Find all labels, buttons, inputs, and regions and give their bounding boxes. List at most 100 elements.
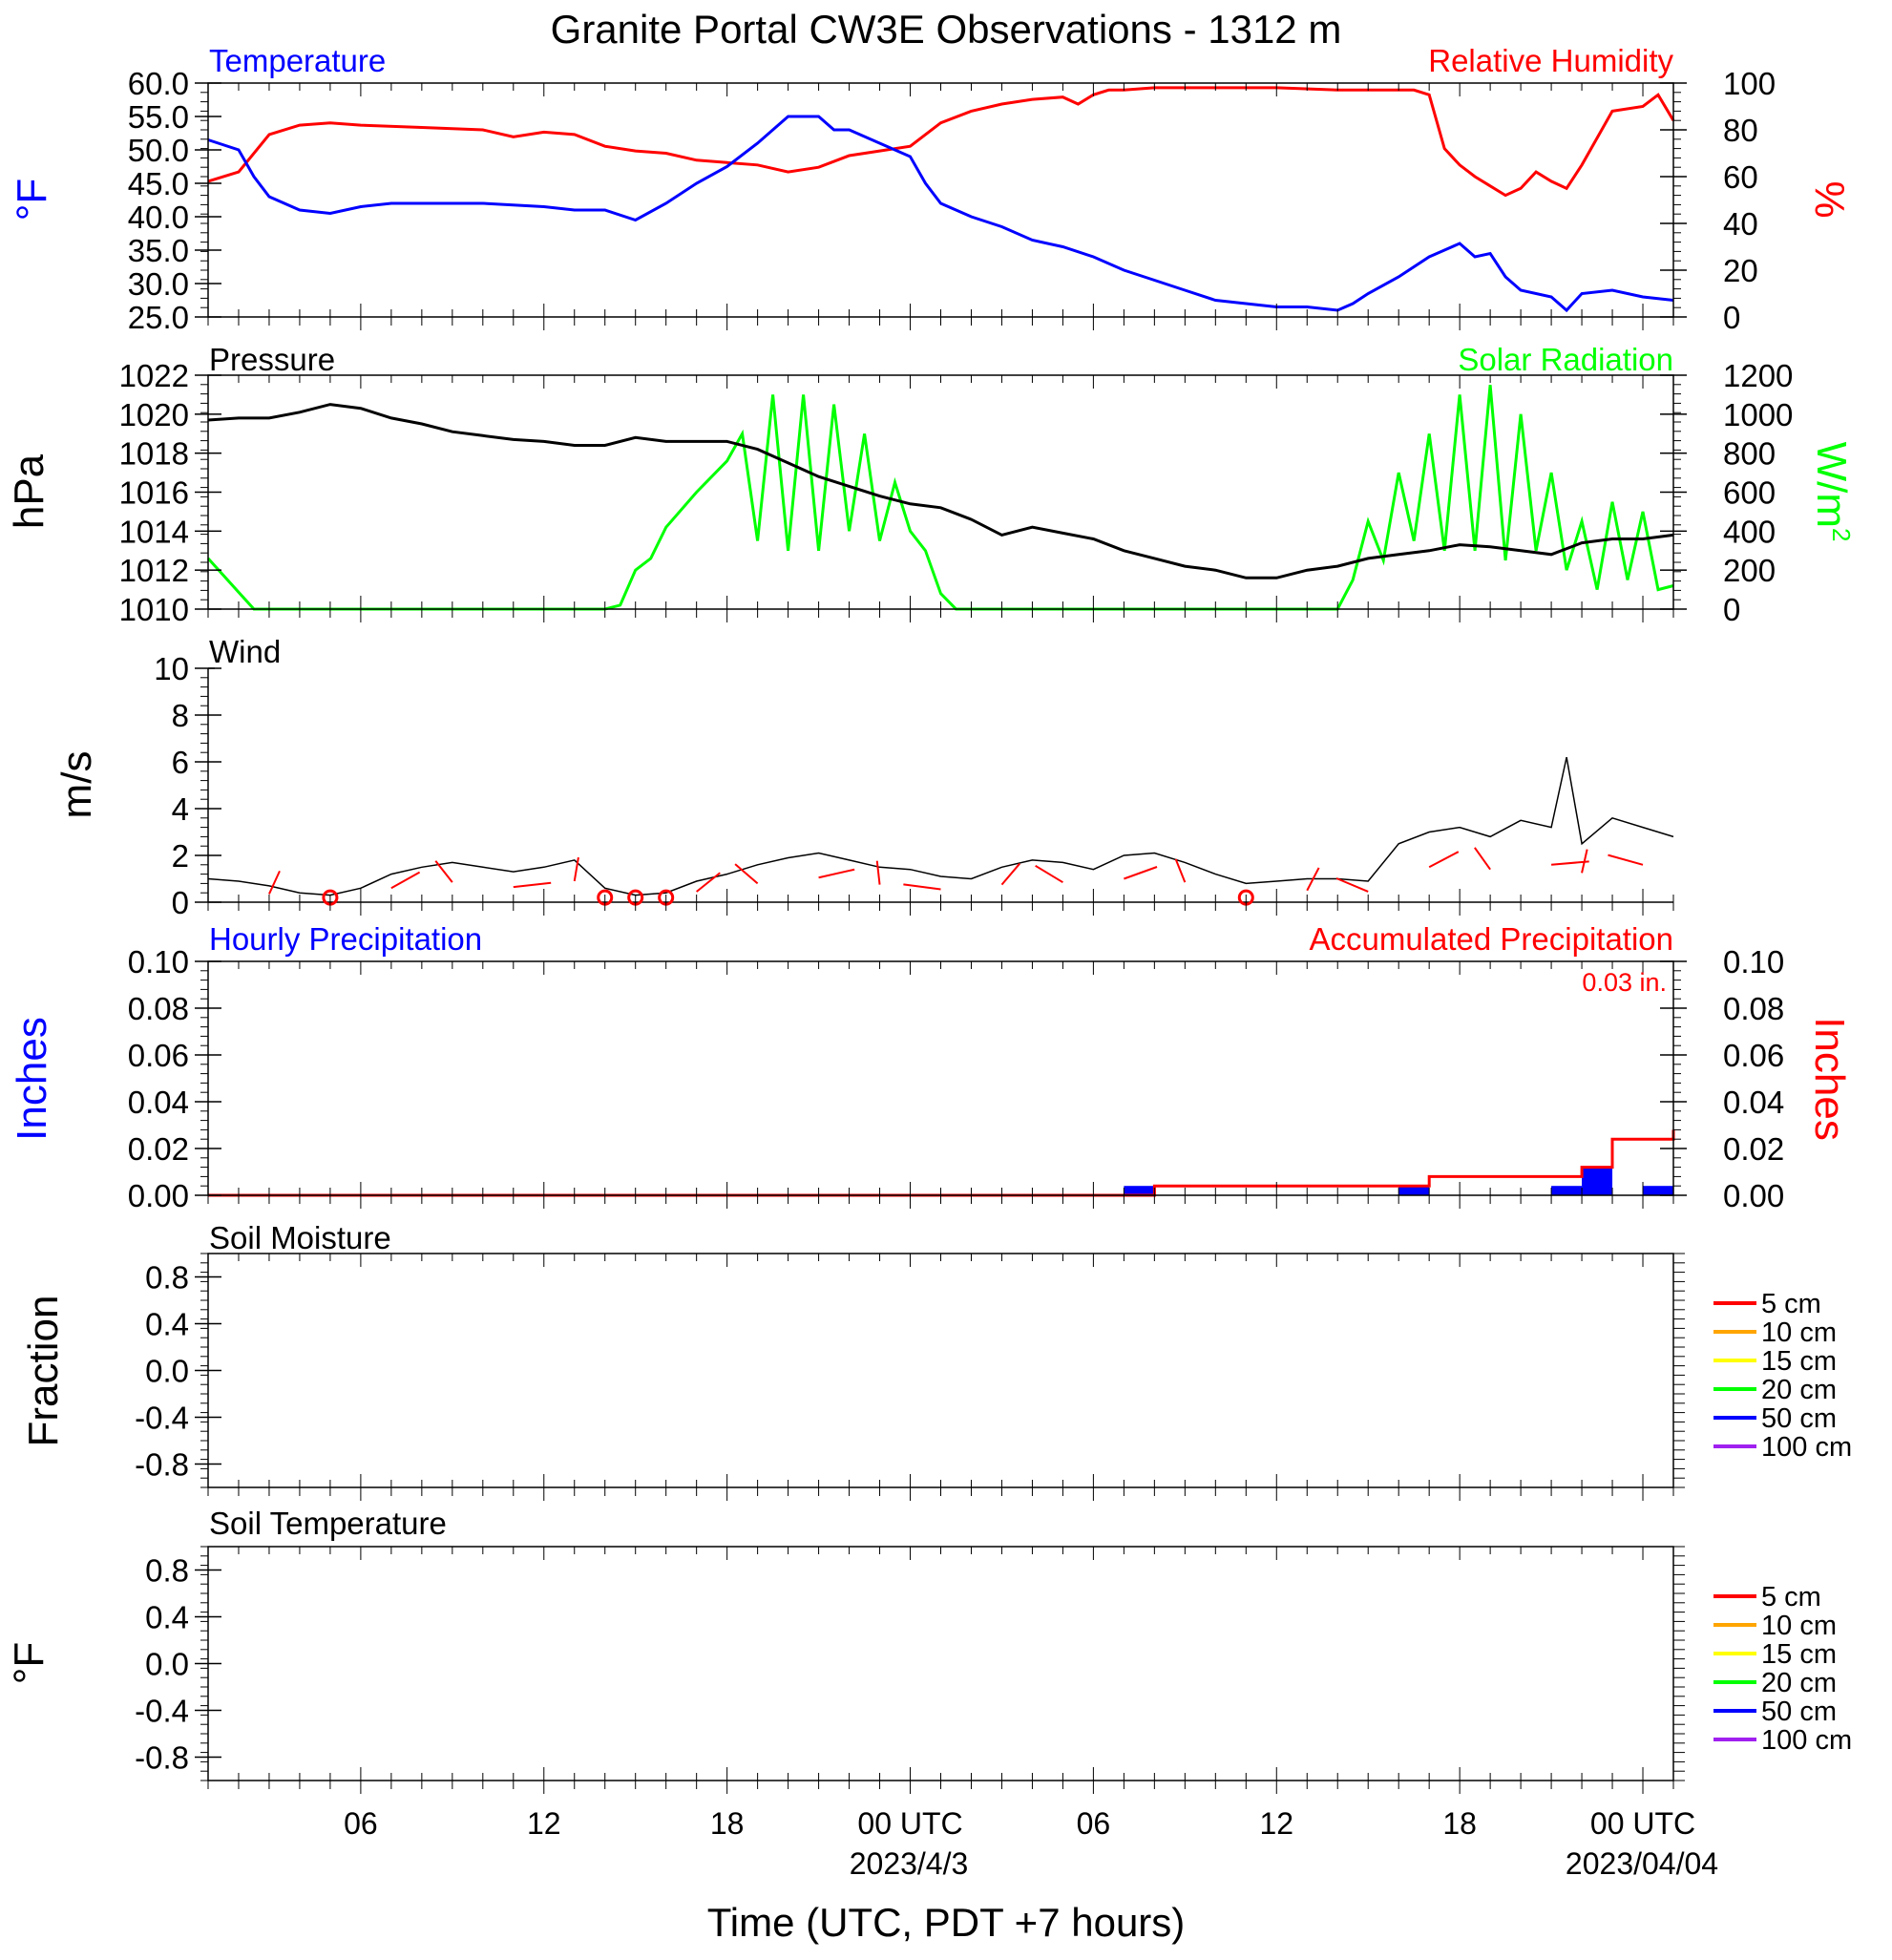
- precip-left-tick-label: 0.10: [128, 944, 189, 980]
- temperature-title: Temperature: [209, 43, 386, 78]
- pressure-solar-right-tick-label: 1200: [1723, 358, 1793, 393]
- wind-barb: [1000, 862, 1020, 886]
- time-tick-label: 00 UTC: [1590, 1806, 1695, 1841]
- soil-temperature-frame: [207, 1546, 1674, 1781]
- wind-left-tick-label: 10: [154, 651, 189, 686]
- wind-left-tick-label: 2: [172, 838, 189, 874]
- wind-left-tick-label: 6: [172, 745, 189, 780]
- temp-rh-left-tick-label: 45.0: [128, 166, 189, 201]
- time-tick-label: 00 UTC: [857, 1806, 962, 1841]
- pressure-solar-right-tick-label: 600: [1723, 475, 1776, 511]
- hourly-precip-bar: [1643, 1186, 1673, 1195]
- wind-barb: [1174, 858, 1187, 883]
- time-axis: 06 12 18 00 UTC 06 12 18 00 UTC 2023/4/3 2023/0…: [344, 1806, 1718, 1945]
- soil-moisture-axis-label: Fraction: [20, 1296, 67, 1447]
- temp-rh-right-tick-label: 40: [1723, 206, 1758, 242]
- hourly-precip-axis-label: Inches: [9, 1017, 55, 1141]
- solar-title: Solar Radiation: [1458, 342, 1673, 377]
- soil-temperature-legend-label: 10 cm: [1761, 1611, 1837, 1641]
- pressure-solar-left-tick-label: 1012: [119, 553, 189, 588]
- soil-temperature-left-tick-label: 0.8: [145, 1553, 189, 1589]
- precip-right-tick-label: 0.06: [1723, 1038, 1784, 1073]
- precip-right-tick-label: 0.00: [1723, 1178, 1784, 1213]
- soil-temperature-ticks: -0.8 -0.4 0.0 0.4 0.8: [135, 1546, 1685, 1794]
- soil-temperature-legend-label: 20 cm: [1761, 1668, 1837, 1698]
- pressure-solar-left-tick-label: 1010: [119, 592, 189, 627]
- soil-moisture-legend-label: 10 cm: [1761, 1317, 1837, 1348]
- pressure-solar-left-tick-label: 1016: [119, 475, 189, 511]
- hourly-precip-bar: [1124, 1186, 1155, 1195]
- soil-moisture-left-tick-label: -0.8: [135, 1447, 189, 1483]
- precip-left-tick-label: 0.02: [128, 1131, 189, 1167]
- pressure-solar-right-tick-label: 200: [1723, 553, 1776, 588]
- pressure-solar-frame: [207, 374, 1674, 610]
- soil-moisture-left-tick-label: 0.8: [145, 1260, 189, 1296]
- temp-rh-ticks: 25.030.035.040.045.050.055.060.0 0 20 40 60 8…: [128, 66, 1776, 335]
- soil-moisture-frame: [207, 1253, 1674, 1488]
- wind-barb: [1306, 867, 1320, 892]
- temp-rh-left-tick-label: 35.0: [128, 233, 189, 268]
- precip-right-tick-label: 0.04: [1723, 1085, 1784, 1120]
- precip-right-tick-label: 0.02: [1723, 1131, 1784, 1167]
- wind-ticks: 0 2 4 6 8 10: [154, 651, 1674, 920]
- hourly-precip-bar: [1398, 1186, 1430, 1195]
- soil-moisture-left-tick-label: -0.4: [135, 1401, 189, 1436]
- wind-left-tick-label: 4: [172, 791, 189, 827]
- precip-right-tick-label: 0.08: [1723, 991, 1784, 1026]
- temp-rh-right-tick-label: 80: [1723, 113, 1758, 148]
- soil-moisture-legend-label: 20 cm: [1761, 1375, 1837, 1405]
- wind-barb: [434, 860, 453, 883]
- temp-rh-right-tick-label: 60: [1723, 159, 1758, 195]
- soil-temperature-axis-label: °F: [6, 1642, 53, 1684]
- pressure-solar-right-tick-label: 400: [1723, 514, 1776, 549]
- soil-moisture-left-tick-label: 0.4: [145, 1307, 189, 1342]
- solar-line: [206, 385, 1674, 611]
- date-label-1: 2023/4/3: [850, 1846, 969, 1881]
- soil-temperature-legend-label: 50 cm: [1761, 1697, 1837, 1727]
- temp-rh-left-tick-label: 25.0: [128, 300, 189, 335]
- pressure-solar-right-tick-label: 1000: [1723, 397, 1793, 432]
- soil-temperature-legend-label: 5 cm: [1761, 1582, 1821, 1612]
- soil-temperature-left-tick-label: -0.8: [135, 1740, 189, 1776]
- soil-temperature-legend-label: 15 cm: [1761, 1639, 1837, 1670]
- wind-barb: [1608, 854, 1644, 866]
- temperature-axis-label: °F: [9, 179, 55, 221]
- time-tick-label: 06: [344, 1806, 378, 1841]
- soil-temperature-left-tick-label: -0.4: [135, 1694, 189, 1729]
- temp-rh-right-tick-label: 20: [1723, 253, 1758, 288]
- wind-barb: [1581, 849, 1588, 874]
- wind-barb: [1124, 866, 1158, 880]
- soil-moisture-legend-label: 5 cm: [1761, 1289, 1821, 1319]
- accum-precip-title: Accumulated Precipitation: [1309, 921, 1673, 957]
- pressure-solar-left-tick-label: 1014: [119, 514, 189, 549]
- precip-left-tick-label: 0.00: [128, 1178, 189, 1213]
- precip-frame: [207, 960, 1674, 1196]
- hourly-precip-title: Hourly Precipitation: [209, 921, 482, 957]
- wind-barb: [1474, 847, 1491, 871]
- temp-rh-frame: [207, 82, 1674, 318]
- wind-barb: [903, 883, 941, 891]
- humidity-title: Relative Humidity: [1428, 43, 1673, 78]
- wind-left-tick-label: 0: [172, 885, 189, 920]
- temperature-line: [207, 115, 1674, 313]
- pressure-solar-right-tick-label: 800: [1723, 436, 1776, 472]
- pressure-solar-left-tick-label: 1018: [119, 436, 189, 472]
- wind-barb: [696, 872, 721, 893]
- wind-barbs: [268, 847, 1644, 906]
- hourly-precip-bar: [1582, 1167, 1613, 1195]
- precip-left-tick-label: 0.08: [128, 991, 189, 1026]
- temp-rh-left-tick-label: 50.0: [128, 133, 189, 168]
- precip-left-tick-label: 0.04: [128, 1085, 189, 1120]
- temp-rh-right-tick-label: 100: [1723, 66, 1776, 101]
- soil-moisture-left-tick-label: 0.0: [145, 1354, 189, 1389]
- pressure-solar-left-tick-label: 1022: [119, 358, 189, 393]
- wind-barb: [1550, 860, 1589, 866]
- figure-title: Granite Portal CW3E Observations - 1312 …: [551, 7, 1342, 52]
- wind-barb: [818, 868, 855, 879]
